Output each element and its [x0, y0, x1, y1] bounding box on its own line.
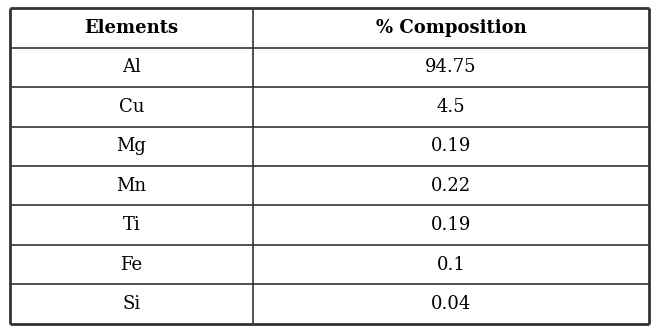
Text: Fe: Fe — [121, 256, 142, 274]
Text: Mg: Mg — [117, 137, 146, 155]
Text: Cu: Cu — [119, 98, 144, 116]
Text: Al: Al — [122, 58, 141, 76]
Text: 0.22: 0.22 — [431, 177, 471, 195]
Text: 0.1: 0.1 — [436, 256, 465, 274]
Text: % Composition: % Composition — [376, 19, 527, 37]
Text: Elements: Elements — [84, 19, 179, 37]
Text: 94.75: 94.75 — [425, 58, 476, 76]
Text: 4.5: 4.5 — [437, 98, 465, 116]
Text: 0.04: 0.04 — [431, 295, 471, 313]
Text: 0.19: 0.19 — [431, 137, 471, 155]
Text: 0.19: 0.19 — [431, 216, 471, 234]
Text: Mn: Mn — [116, 177, 146, 195]
Text: Ti: Ti — [123, 216, 140, 234]
Text: Si: Si — [122, 295, 140, 313]
